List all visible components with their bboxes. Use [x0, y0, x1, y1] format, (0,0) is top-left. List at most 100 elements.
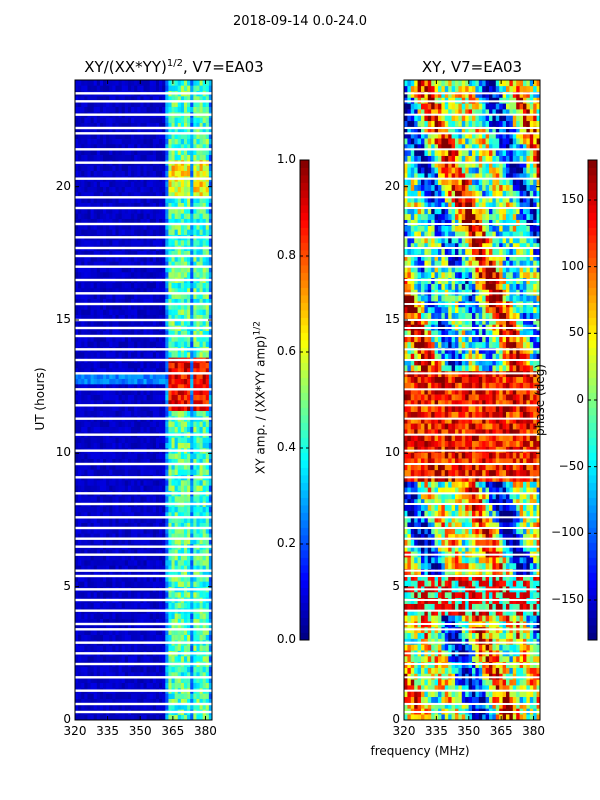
heatmap1-cell [124, 528, 129, 534]
heatmap1-cell [208, 602, 213, 609]
heatmap1-cell [124, 613, 129, 619]
heatmap1-cell [134, 528, 138, 534]
heatmap1-cell [75, 645, 79, 651]
heatmap1-cell [177, 320, 182, 326]
heatmap1-cell [171, 229, 175, 235]
heatmap1-cell [199, 368, 203, 374]
heatmap1-cell [174, 298, 179, 305]
heatmap1-cell [115, 533, 119, 539]
heatmap1-cell [93, 186, 98, 193]
heatmap1-cell [171, 698, 175, 705]
heatmap1-cell [165, 581, 169, 587]
heatmap1-cell [193, 192, 197, 198]
heatmap1-cell [81, 256, 85, 262]
heatmap1-cell [140, 581, 144, 587]
heatmap1-cell [190, 197, 194, 203]
heatmap1-cell [202, 538, 207, 545]
heatmap1-cell [81, 538, 85, 545]
heatmap1-cell [112, 554, 116, 561]
heatmap1-cell [143, 202, 147, 209]
heatmap1-cell [174, 330, 179, 337]
heatmap1-cell [99, 149, 104, 155]
heatmap1-cell [84, 549, 88, 555]
heatmap1-cell [115, 197, 119, 203]
heatmap1-cell [177, 170, 182, 177]
heatmap1-cell [193, 154, 197, 161]
heatmap1-cell [109, 352, 113, 358]
heatmap1-cell [127, 309, 132, 315]
heatmap1-cell [196, 437, 200, 443]
heatmap1-cell [143, 421, 147, 427]
heatmap1-cell [190, 192, 194, 198]
heatmap1-cell [131, 512, 135, 518]
heatmap1-cell [84, 677, 88, 683]
heatmap1-cell [202, 224, 207, 230]
heatmap1-cell [177, 517, 182, 523]
heatmap1-cell [177, 389, 182, 395]
heatmap1-cell [162, 426, 166, 433]
heatmap1-cell [177, 458, 182, 465]
heatmap1-cell [134, 410, 138, 417]
heatmap1-cell [155, 522, 160, 529]
heatmap1-cell [155, 117, 160, 123]
heatmap1-cell [202, 666, 207, 673]
heatmap1-cell [78, 181, 82, 187]
heatmap1-cell [183, 698, 188, 705]
heatmap1-cell [205, 624, 210, 630]
heatmap1-cell [112, 400, 116, 406]
heatmap1-cell [199, 565, 203, 571]
heatmap1-cell [183, 677, 188, 683]
heatmap1-cell [115, 656, 119, 662]
heatmap1-cell [152, 400, 157, 406]
heatmap1-cell [162, 629, 166, 635]
heatmap1-cell [190, 128, 194, 134]
heatmap1-cell [196, 266, 200, 273]
heatmap1-cell [174, 421, 179, 427]
heatmap1-cell [103, 576, 107, 582]
heatmap1-cell [165, 288, 169, 294]
heatmap1-cell [180, 170, 185, 177]
heatmap1-cell [143, 570, 147, 577]
heatmap1-cell [115, 362, 119, 369]
heatmap1-cell [159, 698, 163, 705]
heatmap1-cell [134, 197, 138, 203]
heatmap1-cell [180, 208, 185, 214]
heatmap1-cell [96, 560, 101, 566]
heatmap1-cell [187, 645, 191, 651]
heatmap1-cell [205, 368, 210, 374]
heatmap1-cell [118, 229, 122, 235]
heatmap1-cell [177, 154, 182, 161]
heatmap1-cell [149, 613, 154, 619]
heatmap1-cell [143, 304, 147, 310]
heatmap1-cell [93, 192, 98, 198]
heatmap1-cell [174, 213, 179, 219]
heatmap1-cell [187, 336, 191, 342]
heatmap1-cell [165, 549, 169, 555]
heatmap1-cell [131, 165, 135, 171]
heatmap1-cell [155, 704, 160, 710]
heatmap1-cell [143, 293, 147, 299]
heatmap1-cell [155, 202, 160, 209]
heatmap1-cell [75, 362, 79, 369]
heatmap1-cell [109, 224, 113, 230]
heatmap1-cell [124, 250, 129, 257]
heatmap1-cell [93, 549, 98, 555]
heatmap1-cell [121, 213, 126, 219]
heatmap1-cell [190, 181, 194, 187]
heatmap1-cell [165, 496, 169, 502]
heatmap1-cell [199, 618, 203, 625]
heatmap1-cell [190, 218, 194, 225]
heatmap1-cell [168, 384, 172, 390]
heatmap1-cell [87, 437, 91, 443]
heatmap1-cell [196, 117, 200, 123]
heatmap1-cell [149, 624, 154, 630]
heatmap1-cell [159, 581, 163, 587]
heatmap1-cell [109, 496, 113, 502]
heatmap1-cell [187, 565, 191, 571]
heatmap1-cell [155, 672, 160, 678]
heatmap1-cell [75, 682, 79, 689]
heatmap1-cell [131, 464, 135, 470]
heatmap1-cell [84, 149, 88, 155]
heatmap1-cell [143, 336, 147, 342]
heatmap1-cell [140, 714, 144, 721]
